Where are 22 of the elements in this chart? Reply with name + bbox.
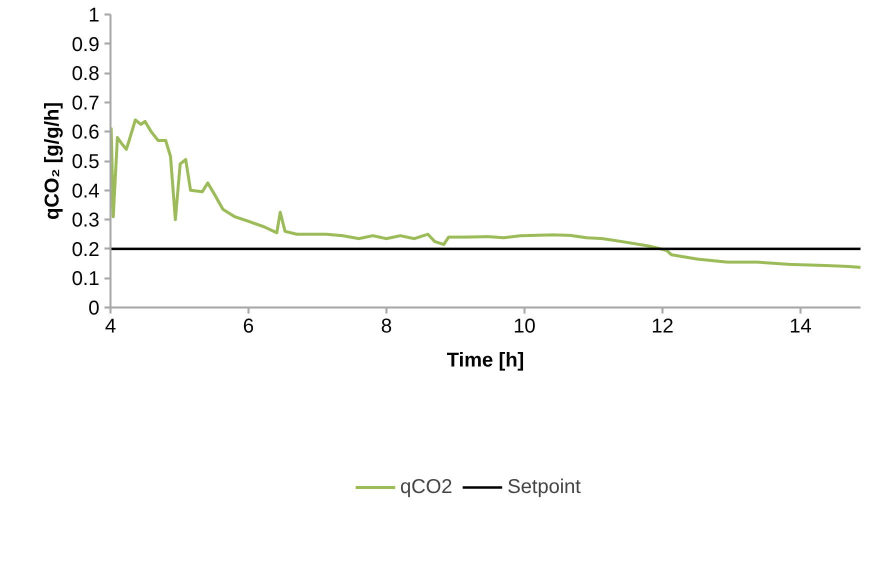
y-tick-label: 0.7	[72, 92, 100, 114]
y-tick-label: 0.9	[72, 34, 100, 56]
y-tick-label: 0.1	[72, 268, 100, 290]
y-tick-label: 0.5	[72, 151, 100, 173]
x-tick-label: 10	[513, 316, 536, 338]
x-axis-title: Time [h]	[446, 350, 524, 372]
x-tick-label: 8	[380, 316, 392, 338]
y-tick-label: 0.3	[72, 210, 100, 232]
legend-label: qCO2	[400, 476, 452, 498]
legend-label: Setpoint	[507, 476, 581, 498]
y-tick-label: 0.2	[72, 238, 100, 261]
y-tick-label: 0.8	[72, 63, 100, 86]
y-axis-title: qCO₂ [g/g/h]	[42, 102, 64, 220]
y-tick-label: 0.4	[72, 180, 100, 202]
y-tick-label: 1	[88, 4, 100, 26]
y-tick-label: 0	[88, 298, 100, 320]
x-tick-label: 4	[104, 316, 116, 338]
x-tick-label: 12	[651, 316, 674, 338]
x-tick-label: 14	[789, 316, 812, 338]
y-tick-label: 0.6	[72, 122, 100, 144]
line-series	[110, 118, 860, 269]
x-tick-label: 6	[242, 316, 254, 338]
